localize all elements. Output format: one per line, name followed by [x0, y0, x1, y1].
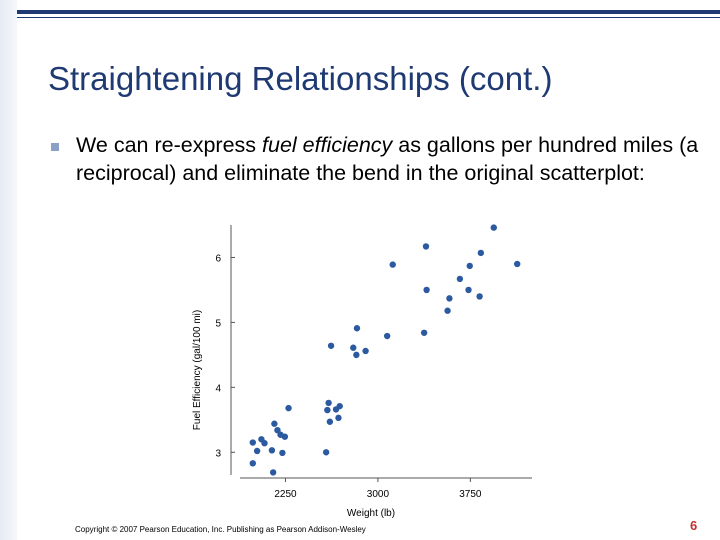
bullet-prefix: We can re-express [76, 133, 263, 157]
data-point [274, 426, 281, 434]
data-point [268, 447, 276, 454]
data-point [490, 224, 497, 231]
data-point [249, 460, 257, 467]
y-ticks: 3 4 5 6 [215, 253, 235, 459]
data-point [322, 449, 330, 456]
data-point [456, 275, 464, 283]
data-point [336, 402, 343, 410]
data-point [335, 414, 342, 422]
data-point [422, 243, 430, 250]
y-tick-label: 3 [215, 448, 221, 459]
data-point [444, 307, 451, 314]
data-point [389, 261, 396, 268]
left-decor-strip [0, 0, 17, 540]
data-point [514, 260, 521, 268]
data-point [279, 449, 286, 457]
bullet-marker [51, 143, 59, 151]
data-point [466, 262, 473, 270]
top-rule-thin [17, 17, 720, 18]
data-point [476, 293, 483, 300]
data-point [281, 433, 289, 440]
data-point [325, 399, 332, 407]
data-point [253, 447, 261, 455]
data-point [477, 249, 485, 257]
data-point [324, 406, 331, 414]
data-point [465, 286, 472, 294]
data-point [327, 342, 335, 349]
data-point [269, 469, 277, 476]
x-ticks: 2250 3000 3750 [274, 478, 482, 500]
x-tick-label: 2250 [274, 489, 297, 500]
data-point [285, 404, 292, 412]
y-tick-label: 5 [215, 318, 221, 329]
data-point [261, 439, 268, 447]
data-point [353, 325, 361, 332]
y-tick-label: 6 [215, 253, 221, 264]
bullet-emphasis: fuel efficiency [262, 133, 393, 157]
bullet-suffix: as gallons per hundred miles (a reciproc… [76, 133, 699, 185]
data-point [446, 295, 453, 302]
data-point [350, 344, 357, 351]
data-points [249, 224, 521, 476]
data-point [420, 329, 428, 336]
y-axis-label: Fuel Efficiency (gal/100 mi) [192, 310, 203, 430]
x-axis-label: Weight (lb) [347, 508, 395, 519]
data-point [271, 420, 278, 427]
data-point [362, 347, 369, 355]
data-point [423, 286, 430, 294]
page-number: 6 [690, 518, 698, 533]
y-tick-label: 4 [215, 383, 221, 394]
data-point [326, 418, 334, 425]
data-point [353, 351, 360, 359]
top-rule-thick [17, 10, 720, 14]
bullet-text: We can re-express fuel efficiency as gal… [76, 131, 706, 187]
slide-title: Straightening Relationships (cont.) [48, 60, 553, 97]
x-tick-label: 3000 [367, 489, 390, 500]
x-tick-label: 3750 [459, 489, 482, 500]
data-point [383, 332, 391, 340]
data-point [249, 439, 257, 446]
copyright-footer: Copyright © 2007 Pearson Education, Inc.… [75, 525, 366, 534]
